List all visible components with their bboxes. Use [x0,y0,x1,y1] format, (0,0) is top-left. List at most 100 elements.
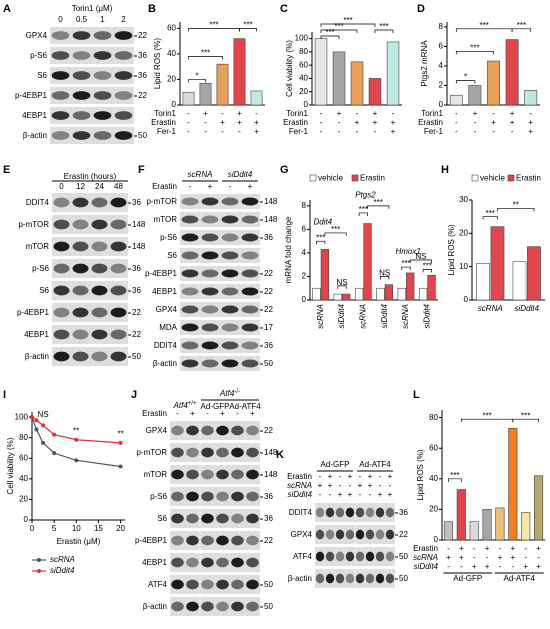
condition-sign: - [206,409,209,418]
condition-sign: - [320,127,323,136]
blot-band [201,215,219,224]
blot-band [231,557,244,568]
y-tick-label: 60 [19,453,28,462]
condition-sign: - [359,472,362,481]
blot-band [246,447,259,458]
blot-band [241,287,259,296]
blot-band [325,551,335,562]
row-label: β-actin [153,359,177,368]
blot-band [53,241,70,252]
bar [386,41,400,106]
condition-sign: - [473,544,476,553]
group-label: Ad-GFP [201,402,230,411]
blot-band [216,425,229,436]
blot-band [93,111,112,120]
significance-label: *** [486,209,495,218]
blot-band [315,551,325,562]
group-label: Ptgs2 [355,190,376,199]
condition-sign: - [474,118,477,127]
blot-band [231,491,244,502]
blot-band [72,285,89,296]
blot-band [201,491,214,502]
blot-band [231,579,244,590]
condition-sign: - [511,127,514,136]
condition-sign: + [485,544,490,553]
blot-strip [50,107,134,124]
condition-sign: + [373,109,378,118]
blot-band [246,513,259,524]
genotype-label: Atf4+/+ [173,401,197,411]
condition-sign: - [379,481,382,490]
significance-bracket [320,29,358,34]
blot-band [114,31,133,40]
row-label: mTOR [144,470,168,479]
condition-sign: - [359,490,362,499]
blot-band [186,469,199,480]
condition-sign: - [447,544,450,553]
blot-band [72,51,91,60]
bar [216,63,229,106]
blot-band [385,551,395,562]
mw-label: 36 [264,233,273,242]
blot-band [93,31,112,40]
condition-sign: - [356,109,359,118]
bar [333,293,342,301]
blot-strip [52,347,128,366]
significance-label: *** [401,259,410,268]
significance-label: NS [336,278,347,287]
condition-sign: + [348,472,353,481]
condition-sign: - [447,562,450,571]
blot-band [72,91,91,100]
condition-sign: + [528,118,533,127]
significance-bracket [188,79,206,83]
blot-band [221,269,239,278]
blot-band [325,507,335,518]
blot-band [216,557,229,568]
bar [406,272,415,301]
blot-band [216,469,229,480]
blot-band [335,529,345,540]
row-label: p-S6 [32,264,49,273]
y-tick-label: 2 [302,272,307,281]
group-label: Ad-GFP [453,574,482,583]
mw-label: 22 [264,305,273,314]
significance-bracket [367,205,390,209]
lane-label: 12 [76,182,85,191]
bar [342,293,351,301]
legend-swatch [471,174,479,182]
blot-band [110,285,127,296]
panel-letter: L [413,389,420,401]
blot-band [114,111,133,120]
blot-band [181,287,199,296]
significance-label: *** [334,22,343,31]
blot-band [186,535,199,546]
mw-label: 50 [399,574,408,583]
blot-band [201,447,214,458]
significance-label: *** [374,198,383,207]
mw-label: 36 [264,341,273,350]
condition-label: Erastin [413,544,438,553]
condition-sign: - [221,109,224,118]
bar [250,90,263,106]
condition-sign: + [510,109,515,118]
condition-label: Erastin [151,118,176,127]
row-label: p-S6 [150,492,167,501]
blot-band [53,263,70,274]
significance-label: ** [513,200,519,209]
data-point [74,437,79,442]
row-label: DDIT4 [289,508,313,517]
blot-strip [50,47,134,64]
condition-sign: + [208,182,213,191]
significance-label: *** [379,22,388,31]
data-point [118,440,123,445]
x-tick-label: 0 [30,524,35,533]
bar [397,287,406,301]
genotype: +/+ [188,401,197,407]
significance-label: *** [450,471,459,480]
bar [495,507,505,541]
condition-sign: + [337,109,342,118]
significance-label: *** [470,43,479,52]
condition-sign: + [388,490,393,499]
y-axis-label: mRNA fold change [284,216,293,283]
condition-sign: + [510,544,515,553]
